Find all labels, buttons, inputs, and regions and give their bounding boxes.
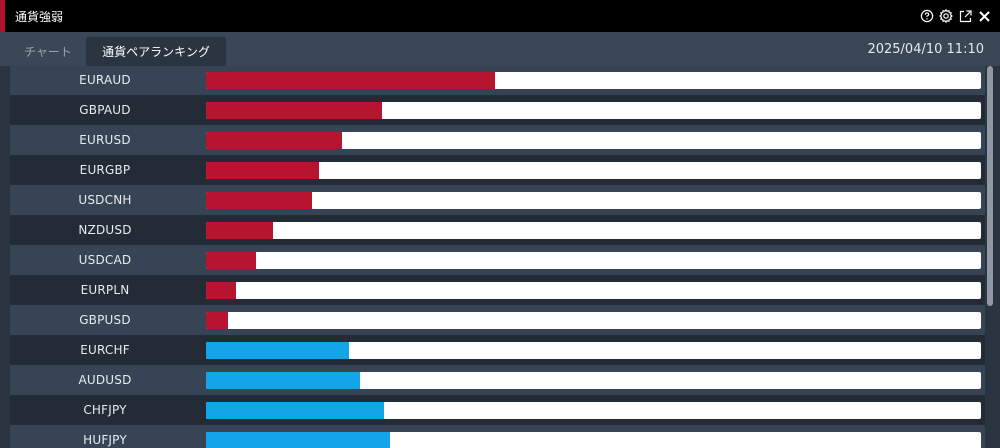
pair-label: EURPLN [80, 283, 130, 297]
tab-bar: チャート 通貨ペアランキング 2025/04/10 11:10 [0, 32, 1000, 66]
ranking-row: GBPUSD [10, 305, 985, 335]
pair-label: EURGBP [79, 163, 131, 177]
ranking-row: HUFJPY [10, 425, 985, 448]
strength-bar-track [206, 252, 981, 269]
window-titlebar: 通貨強弱 [0, 0, 1000, 32]
strength-bar-fill [206, 132, 342, 149]
strength-bar-track [206, 162, 981, 179]
pair-label: EURAUD [79, 73, 131, 87]
strength-bar-fill [206, 372, 360, 389]
strength-bar-track [206, 222, 981, 239]
pair-label: AUDUSD [78, 373, 132, 387]
ranking-row: GBPAUD [10, 95, 985, 125]
strength-bar-fill [206, 432, 390, 448]
ranking-row: EURCHF [10, 335, 985, 365]
ranking-row: AUDUSD [10, 365, 985, 395]
strength-bar-track [206, 102, 981, 119]
ranking-row: EURGBP [10, 155, 985, 185]
ranking-row: EURAUD [10, 66, 985, 95]
tab-chart[interactable]: チャート [24, 45, 72, 59]
strength-bar-track [206, 342, 981, 359]
pair-label: EURUSD [79, 133, 131, 147]
window-title: 通貨強弱 [15, 9, 64, 24]
ranking-row: USDCAD [10, 245, 985, 275]
timestamp: 2025/04/10 11:10 [867, 42, 984, 57]
window-controls [920, 0, 992, 32]
strength-bar-fill [206, 312, 228, 329]
tab-pair-ranking[interactable]: 通貨ペアランキング [86, 37, 226, 66]
ranking-row: EURPLN [10, 275, 985, 305]
popout-icon[interactable] [958, 9, 973, 24]
settings-icon[interactable] [938, 8, 954, 24]
ranking-row: NZDUSD [10, 215, 985, 245]
ranking-list: EURAUD GBPAUD EURUSD EURGBP USDCNH NZDUSD USDC… [10, 66, 985, 448]
pair-label: USDCNH [78, 193, 132, 207]
strength-bar-track [206, 72, 981, 89]
strength-bar-track [206, 312, 981, 329]
pair-label: HUFJPY [83, 433, 127, 447]
strength-bar-track [206, 192, 981, 209]
pair-label: EURCHF [80, 343, 130, 357]
ranking-row: CHFJPY [10, 395, 985, 425]
strength-bar-fill [206, 402, 384, 419]
strength-bar-fill [206, 282, 236, 299]
strength-bar-fill [206, 342, 349, 359]
close-icon[interactable] [977, 9, 992, 24]
pair-label: GBPAUD [79, 103, 131, 117]
pair-label: USDCAD [78, 253, 132, 267]
pair-label: NZDUSD [78, 223, 132, 237]
strength-bar-fill [206, 192, 312, 209]
help-icon[interactable] [920, 9, 934, 23]
strength-bar-track [206, 282, 981, 299]
strength-bar-track [206, 432, 981, 448]
ranking-row: EURUSD [10, 125, 985, 155]
scrollbar-thumb[interactable] [987, 66, 993, 306]
strength-bar-fill [206, 162, 319, 179]
strength-bar-track [206, 402, 981, 419]
strength-bar-fill [206, 72, 495, 89]
strength-bar-fill [206, 102, 382, 119]
pair-label: CHFJPY [83, 403, 127, 417]
strength-bar-track [206, 132, 981, 149]
strength-bar-track [206, 372, 981, 389]
strength-bar-fill [206, 252, 256, 269]
ranking-row: USDCNH [10, 185, 985, 215]
pair-label: GBPUSD [79, 313, 131, 327]
strength-bar-fill [206, 222, 273, 239]
